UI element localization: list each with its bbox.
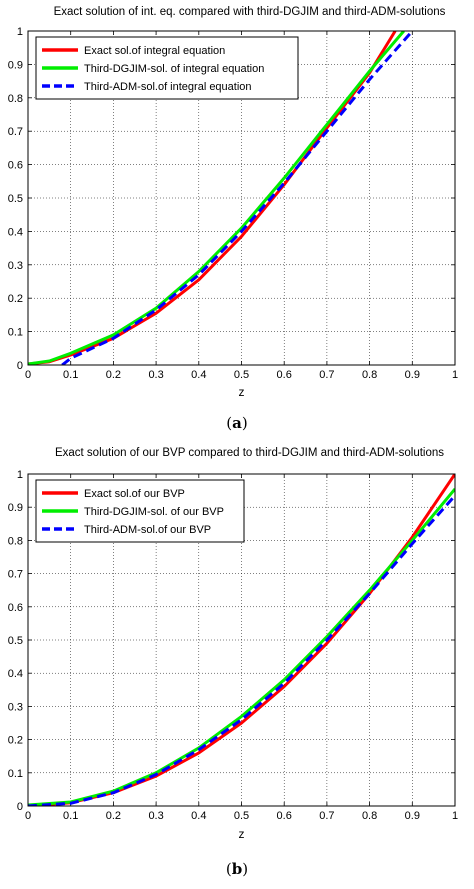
chart2-ytick-label-0: 0 bbox=[17, 801, 23, 813]
chart1-ytick-label-9: 0.9 bbox=[8, 59, 23, 71]
chart2-ytick-label-2: 0.2 bbox=[8, 735, 23, 747]
chart2-xtick-label-10: 1 bbox=[452, 810, 458, 822]
chart2-axes-box bbox=[27, 473, 456, 807]
chart2-legend-label-3: Third-ADM-sol.of our BVP bbox=[84, 524, 211, 536]
chart1-legend-box bbox=[35, 36, 299, 100]
chart2-xtick-label-1: 0.1 bbox=[63, 810, 78, 822]
caption-a: (a) bbox=[226, 414, 248, 432]
chart2-ytick-label-10: 1 bbox=[17, 469, 23, 481]
chart1-ytick-label-8: 0.8 bbox=[8, 93, 23, 105]
chart1-series-2-line bbox=[28, 31, 405, 365]
chart1-title: Exact solution of int. eq. compared with… bbox=[54, 6, 446, 18]
chart1-xtick-label-2: 0.2 bbox=[106, 369, 121, 381]
chart1-xtick-label-8: 0.8 bbox=[362, 369, 377, 381]
chart1-xtick-label-4: 0.4 bbox=[191, 369, 206, 381]
chart2-legend-label-2: Third-DGJIM-sol. of our BVP bbox=[84, 506, 224, 518]
chart1-legend-label-3: Third-ADM-sol.of integral equation bbox=[84, 81, 252, 93]
chart2-xtick-label-6: 0.6 bbox=[277, 810, 292, 822]
chart1-ytick-label-5: 0.5 bbox=[8, 193, 23, 205]
chart1-xtick-label-6: 0.6 bbox=[277, 369, 292, 381]
chart1-xtick-label-10: 1 bbox=[452, 369, 458, 381]
chart2-ytick-label-5: 0.5 bbox=[8, 635, 23, 647]
chart2-title: Exact solution of our BVP compared to th… bbox=[55, 447, 444, 459]
chart1-ytick-label-6: 0.6 bbox=[8, 160, 23, 172]
chart1-ytick-label-3: 0.3 bbox=[8, 260, 23, 272]
chart2-ytick-label-1: 0.1 bbox=[8, 768, 23, 780]
caption-b: (b) bbox=[225, 860, 249, 878]
chart2-series-3-line bbox=[28, 494, 455, 806]
chart1-xlabel: z bbox=[239, 385, 245, 399]
chart1-xtick-label-9: 0.9 bbox=[405, 369, 420, 381]
chart1-ytick-label-7: 0.7 bbox=[8, 126, 23, 138]
chart2-xtick-label-4: 0.4 bbox=[191, 810, 206, 822]
chart1-axes-box bbox=[27, 30, 456, 366]
chart1-ytick-label-2: 0.2 bbox=[8, 293, 23, 305]
chart2-xlabel: z bbox=[239, 827, 245, 841]
chart2-legend-label-1: Exact sol.of our BVP bbox=[84, 488, 185, 500]
chart2-xtick-label-5: 0.5 bbox=[234, 810, 249, 822]
chart1-legend-label-2: Third-DGJIM-sol. of integral equation bbox=[84, 63, 264, 75]
chart1-legend-label-1: Exact sol.of integral equation bbox=[84, 45, 225, 57]
chart2-xtick-label-7: 0.7 bbox=[319, 810, 334, 822]
chart1-series-group bbox=[28, 31, 414, 365]
chart1-ytick-label-4: 0.4 bbox=[8, 226, 23, 238]
chart2-ytick-label-3: 0.3 bbox=[8, 701, 23, 713]
chart2-ytick-label-4: 0.4 bbox=[8, 668, 23, 680]
chart1-xtick-label-3: 0.3 bbox=[148, 369, 163, 381]
chart1-series-3-line bbox=[61, 31, 414, 365]
chart1-xtick-label-1: 0.1 bbox=[63, 369, 78, 381]
chart1-xtick-label-5: 0.5 bbox=[234, 369, 249, 381]
chart1-xtick-label-0: 0 bbox=[25, 369, 31, 381]
chart1-ytick-label-10: 1 bbox=[17, 26, 23, 38]
chart2-ytick-label-8: 0.8 bbox=[8, 535, 23, 547]
chart1-ytick-label-1: 0.1 bbox=[8, 327, 23, 339]
chart2-ytick-label-6: 0.6 bbox=[8, 602, 23, 614]
chart2-ytick-label-7: 0.7 bbox=[8, 569, 23, 581]
chart2-xtick-label-9: 0.9 bbox=[405, 810, 420, 822]
chart2-series-group bbox=[28, 474, 455, 806]
chart2-xtick-label-8: 0.8 bbox=[362, 810, 377, 822]
caption-a-letter: a bbox=[232, 414, 242, 432]
chart1-ytick-label-0: 0 bbox=[17, 360, 23, 372]
chart1-xtick-label-7: 0.7 bbox=[319, 369, 334, 381]
chart2-xtick-label-3: 0.3 bbox=[148, 810, 163, 822]
caption-b-letter: b bbox=[231, 860, 243, 878]
chart2-xtick-label-2: 0.2 bbox=[106, 810, 121, 822]
chart2-xtick-label-0: 0 bbox=[25, 810, 31, 822]
chart2-ytick-label-9: 0.9 bbox=[8, 502, 23, 514]
